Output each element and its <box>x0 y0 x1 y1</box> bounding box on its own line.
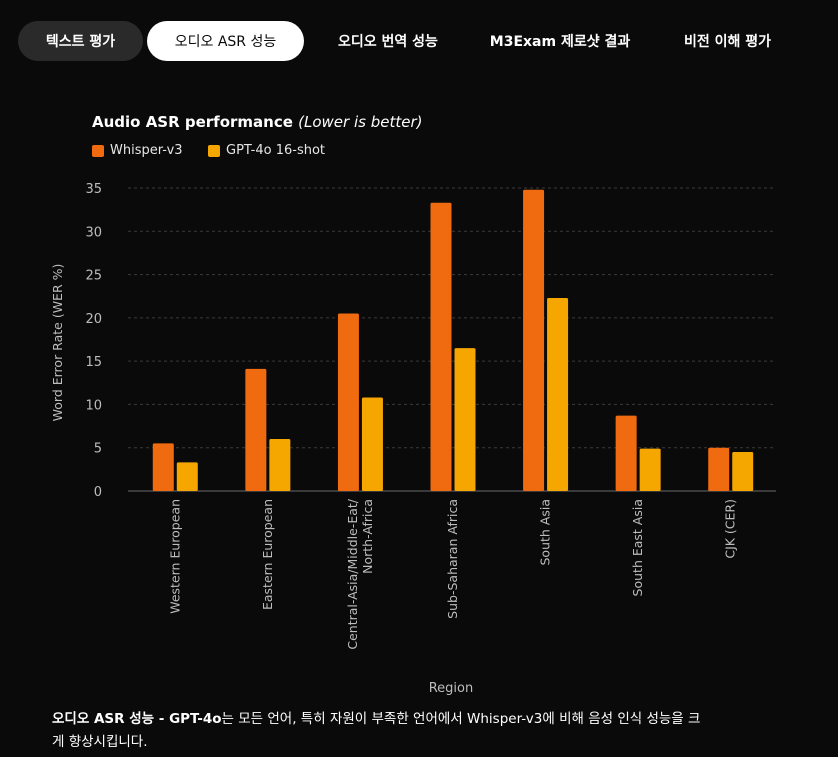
bar-whisper <box>430 202 452 491</box>
tab-vision-understanding[interactable]: 비전 이해 평가 <box>683 34 772 50</box>
y-tick-label: 30 <box>85 225 102 240</box>
tab-m3exam[interactable]: M3Exam 제로샷 결과 <box>489 34 631 50</box>
legend-item-gpt4o: GPT-4o 16-shot <box>208 143 325 158</box>
y-tick-label: 25 <box>85 269 102 284</box>
caption-lead: 오디오 ASR 성능 - GPT-4o <box>52 711 222 727</box>
legend-label-whisper: Whisper-v3 <box>110 143 183 158</box>
bar-gpt4o <box>361 397 383 491</box>
y-tick-label: 15 <box>85 355 102 370</box>
tab-bar: 텍스트 평가 오디오 ASR 성능 오디오 번역 성능 M3Exam 제로샷 결… <box>18 21 828 61</box>
bar-gpt4o <box>732 452 754 491</box>
bar-gpt4o <box>547 297 569 491</box>
chart-title: Audio ASR performance (Lower is better) <box>92 113 423 131</box>
bar-gpt4o <box>269 439 291 491</box>
y-tick-label: 35 <box>85 182 102 197</box>
bar-whisper <box>152 443 174 491</box>
x-tick-label: Central-Asia/Middle-Eat/North-Africa <box>345 498 375 649</box>
chart-title-main: Audio ASR performance <box>92 113 293 131</box>
bar-gpt4o <box>639 448 661 491</box>
bar-whisper <box>337 313 359 491</box>
y-axis-label: Word Error Rate (WER %) <box>50 264 65 422</box>
y-tick-label: 0 <box>94 485 102 500</box>
bar-whisper <box>523 189 545 491</box>
chart-title-suffix: (Lower is better) <box>298 113 423 131</box>
x-axis-label: Region <box>429 681 474 696</box>
tab-text-evaluation[interactable]: 텍스트 평가 <box>18 21 143 61</box>
legend-item-whisper: Whisper-v3 <box>92 143 183 158</box>
x-tick-label: CJK (CER) <box>723 499 738 559</box>
tab-audio-translation[interactable]: 오디오 번역 성능 <box>338 34 438 50</box>
legend-label-gpt4o: GPT-4o 16-shot <box>226 143 326 158</box>
bar-whisper <box>708 447 730 491</box>
tab-audio-asr[interactable]: 오디오 ASR 성능 <box>147 21 304 61</box>
bar-gpt4o <box>176 462 198 491</box>
bar-whisper <box>615 415 637 491</box>
x-tick-label: Western European <box>167 499 182 614</box>
x-tick-label: Sub-Saharan Africa <box>445 499 460 619</box>
chart-caption: 오디오 ASR 성능 - GPT-4o는 모든 언어, 특히 자원이 부족한 언… <box>52 708 712 754</box>
legend-swatch-gpt4o <box>208 144 220 157</box>
legend-swatch-whisper <box>92 144 104 157</box>
x-tick-label: Eastern European <box>260 499 275 610</box>
caption-text: 는 모든 언어, 특히 자원이 부족한 언어에서 Whisper-v3에 비해 … <box>52 711 701 750</box>
bar-whisper <box>245 368 267 491</box>
y-tick-label: 20 <box>85 312 102 327</box>
bar-gpt4o <box>454 348 476 491</box>
y-tick-label: 5 <box>94 442 102 457</box>
y-tick-label: 10 <box>85 398 102 413</box>
x-tick-label: South East Asia <box>630 499 645 596</box>
asr-bar-chart: 0 5 10 15 20 25 30 35 Word Error Rate (WER %) Wes… <box>50 182 776 696</box>
x-tick-label: South Asia <box>538 499 553 566</box>
